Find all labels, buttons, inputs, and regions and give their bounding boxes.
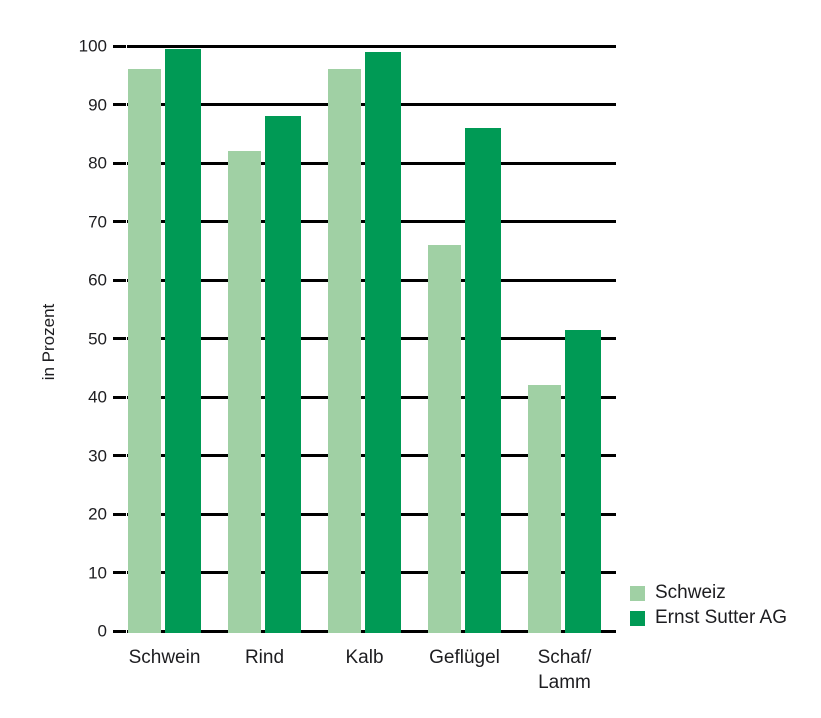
gridline (127, 44, 616, 48)
legend-label-schweiz: Schweiz (655, 582, 726, 603)
x-category-label: Kalb (345, 647, 384, 668)
legend: Schweiz Ernst Sutter AG (630, 582, 787, 628)
y-tick-label: 40 (88, 387, 107, 407)
bar (428, 244, 461, 633)
y-axis-tick (113, 454, 126, 457)
legend-swatch-schweiz (630, 585, 645, 601)
y-axis-tick (113, 629, 126, 633)
y-tick-label: 30 (88, 446, 107, 465)
bar (528, 385, 561, 633)
bar (165, 48, 201, 633)
legend-item-schweiz: Schweiz (630, 582, 787, 603)
y-tick-label: 70 (88, 212, 107, 231)
x-category-label: Geflügel (429, 647, 500, 668)
y-axis-tick (113, 278, 126, 282)
y-tick-label: 90 (88, 95, 107, 114)
bar (465, 127, 501, 633)
y-axis-tick (113, 44, 126, 48)
y-tick-label: 60 (88, 270, 107, 290)
x-category-label: Schaf/ Lamm (537, 647, 592, 693)
y-tick-label: 20 (88, 504, 107, 524)
y-tick-label: 80 (88, 153, 107, 173)
y-tick-label: 50 (88, 329, 107, 348)
bar (228, 151, 261, 633)
plot-area: 0 10 20 30 40 50 60 70 80 90 100 Schwein Rind Kalb Gef… (79, 38, 616, 693)
y-axis-tick (113, 161, 126, 165)
y-axis-tick (113, 337, 126, 340)
legend-swatch-ernst-sutter-ag (630, 610, 645, 626)
y-axis-tick (113, 395, 126, 399)
bar (565, 329, 601, 633)
y-tick-label: 0 (97, 621, 107, 641)
y-axis-tick (113, 103, 126, 106)
y-axis-tick (113, 571, 126, 574)
legend-label-ernst-sutter-ag: Ernst Sutter AG (655, 607, 787, 628)
y-tick-label: 10 (88, 563, 107, 582)
y-tick-label: 100 (78, 36, 107, 56)
x-category-label: Rind (244, 647, 285, 668)
y-axis-tick (113, 512, 126, 516)
bar (128, 69, 161, 633)
y-axis-tick (113, 220, 126, 223)
bar (328, 69, 361, 633)
bar (265, 116, 301, 633)
bar (365, 51, 401, 633)
legend-item-ernst-sutter-ag: Ernst Sutter AG (630, 607, 787, 628)
x-category-label: Schwein (128, 647, 201, 668)
